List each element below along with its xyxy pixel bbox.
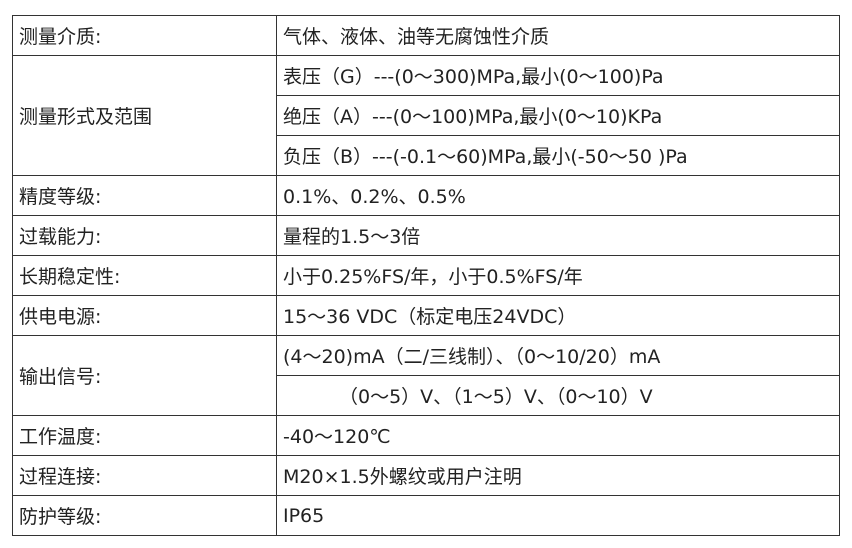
row-label: 供电电源: xyxy=(12,295,277,336)
row-label: 精度等级: xyxy=(12,175,277,216)
table-row: 工作温度: -40～120℃ xyxy=(12,415,840,456)
row-value: （0～5）V、（1～5）V、（0～10）V xyxy=(276,375,840,416)
table-row: 测量形式及范围 表压（G）---(0～300)MPa,最小(0～100)Pa xyxy=(12,55,840,176)
row-label: 过载能力: xyxy=(12,215,277,256)
row-label: 输出信号: xyxy=(12,335,277,416)
table-row: 过程连接: M20×1.5外螺纹或用户注明 xyxy=(12,455,840,496)
row-value: -40～120℃ xyxy=(276,415,840,456)
table-row: 测量介质: 气体、液体、油等无腐蚀性介质 xyxy=(12,15,840,56)
row-value: 小于0.25%FS/年，小于0.5%FS/年 xyxy=(276,255,840,296)
row-label: 防护等级: xyxy=(12,495,277,536)
row-label: 测量形式及范围 xyxy=(12,55,277,176)
spec-table: 测量介质: 气体、液体、油等无腐蚀性介质 测量形式及范围 表压（G）---(0～30… xyxy=(12,15,840,536)
row-value: 绝压（A）---(0～100)MPa,最小(0～10)KPa xyxy=(276,95,840,136)
row-label: 长期稳定性: xyxy=(12,255,277,296)
row-value: (4～20)mA（二/三线制）、（0～10/20）mA xyxy=(276,335,840,376)
table-row: 输出信号: (4～20)mA（二/三线制）、（0～10/20）mA xyxy=(12,335,840,416)
row-label: 工作温度: xyxy=(12,415,277,456)
table-row: 防护等级: IP65 xyxy=(12,495,840,536)
row-value: 表压（G）---(0～300)MPa,最小(0～100)Pa xyxy=(276,55,840,96)
row-label: 过程连接: xyxy=(12,455,277,496)
row-value: 负压（B）---(-0.1～60)MPa,最小(-50～50 )Pa xyxy=(276,135,840,176)
table-row: 绝压（A）---(0～100)MPa,最小(0～10)KPa xyxy=(13,95,840,136)
table-row: 精度等级: 0.1%、0.2%、0.5% xyxy=(12,175,840,216)
row-value: 量程的1.5～3倍 xyxy=(276,215,840,256)
row-value: 气体、液体、油等无腐蚀性介质 xyxy=(276,15,840,56)
row-value: IP65 xyxy=(276,495,840,536)
table-row: 供电电源: 15～36 VDC（标定电压24VDC） xyxy=(12,295,840,336)
row-value: M20×1.5外螺纹或用户注明 xyxy=(276,455,840,496)
row-label: 测量介质: xyxy=(12,15,277,56)
row-value: 15～36 VDC（标定电压24VDC） xyxy=(276,295,840,336)
row-value: 0.1%、0.2%、0.5% xyxy=(276,175,840,216)
table-row: 过载能力: 量程的1.5～3倍 xyxy=(12,215,840,256)
table-row: 负压（B）---(-0.1～60)MPa,最小(-50～50 )Pa xyxy=(13,135,840,176)
table-row: 长期稳定性: 小于0.25%FS/年，小于0.5%FS/年 xyxy=(12,255,840,296)
